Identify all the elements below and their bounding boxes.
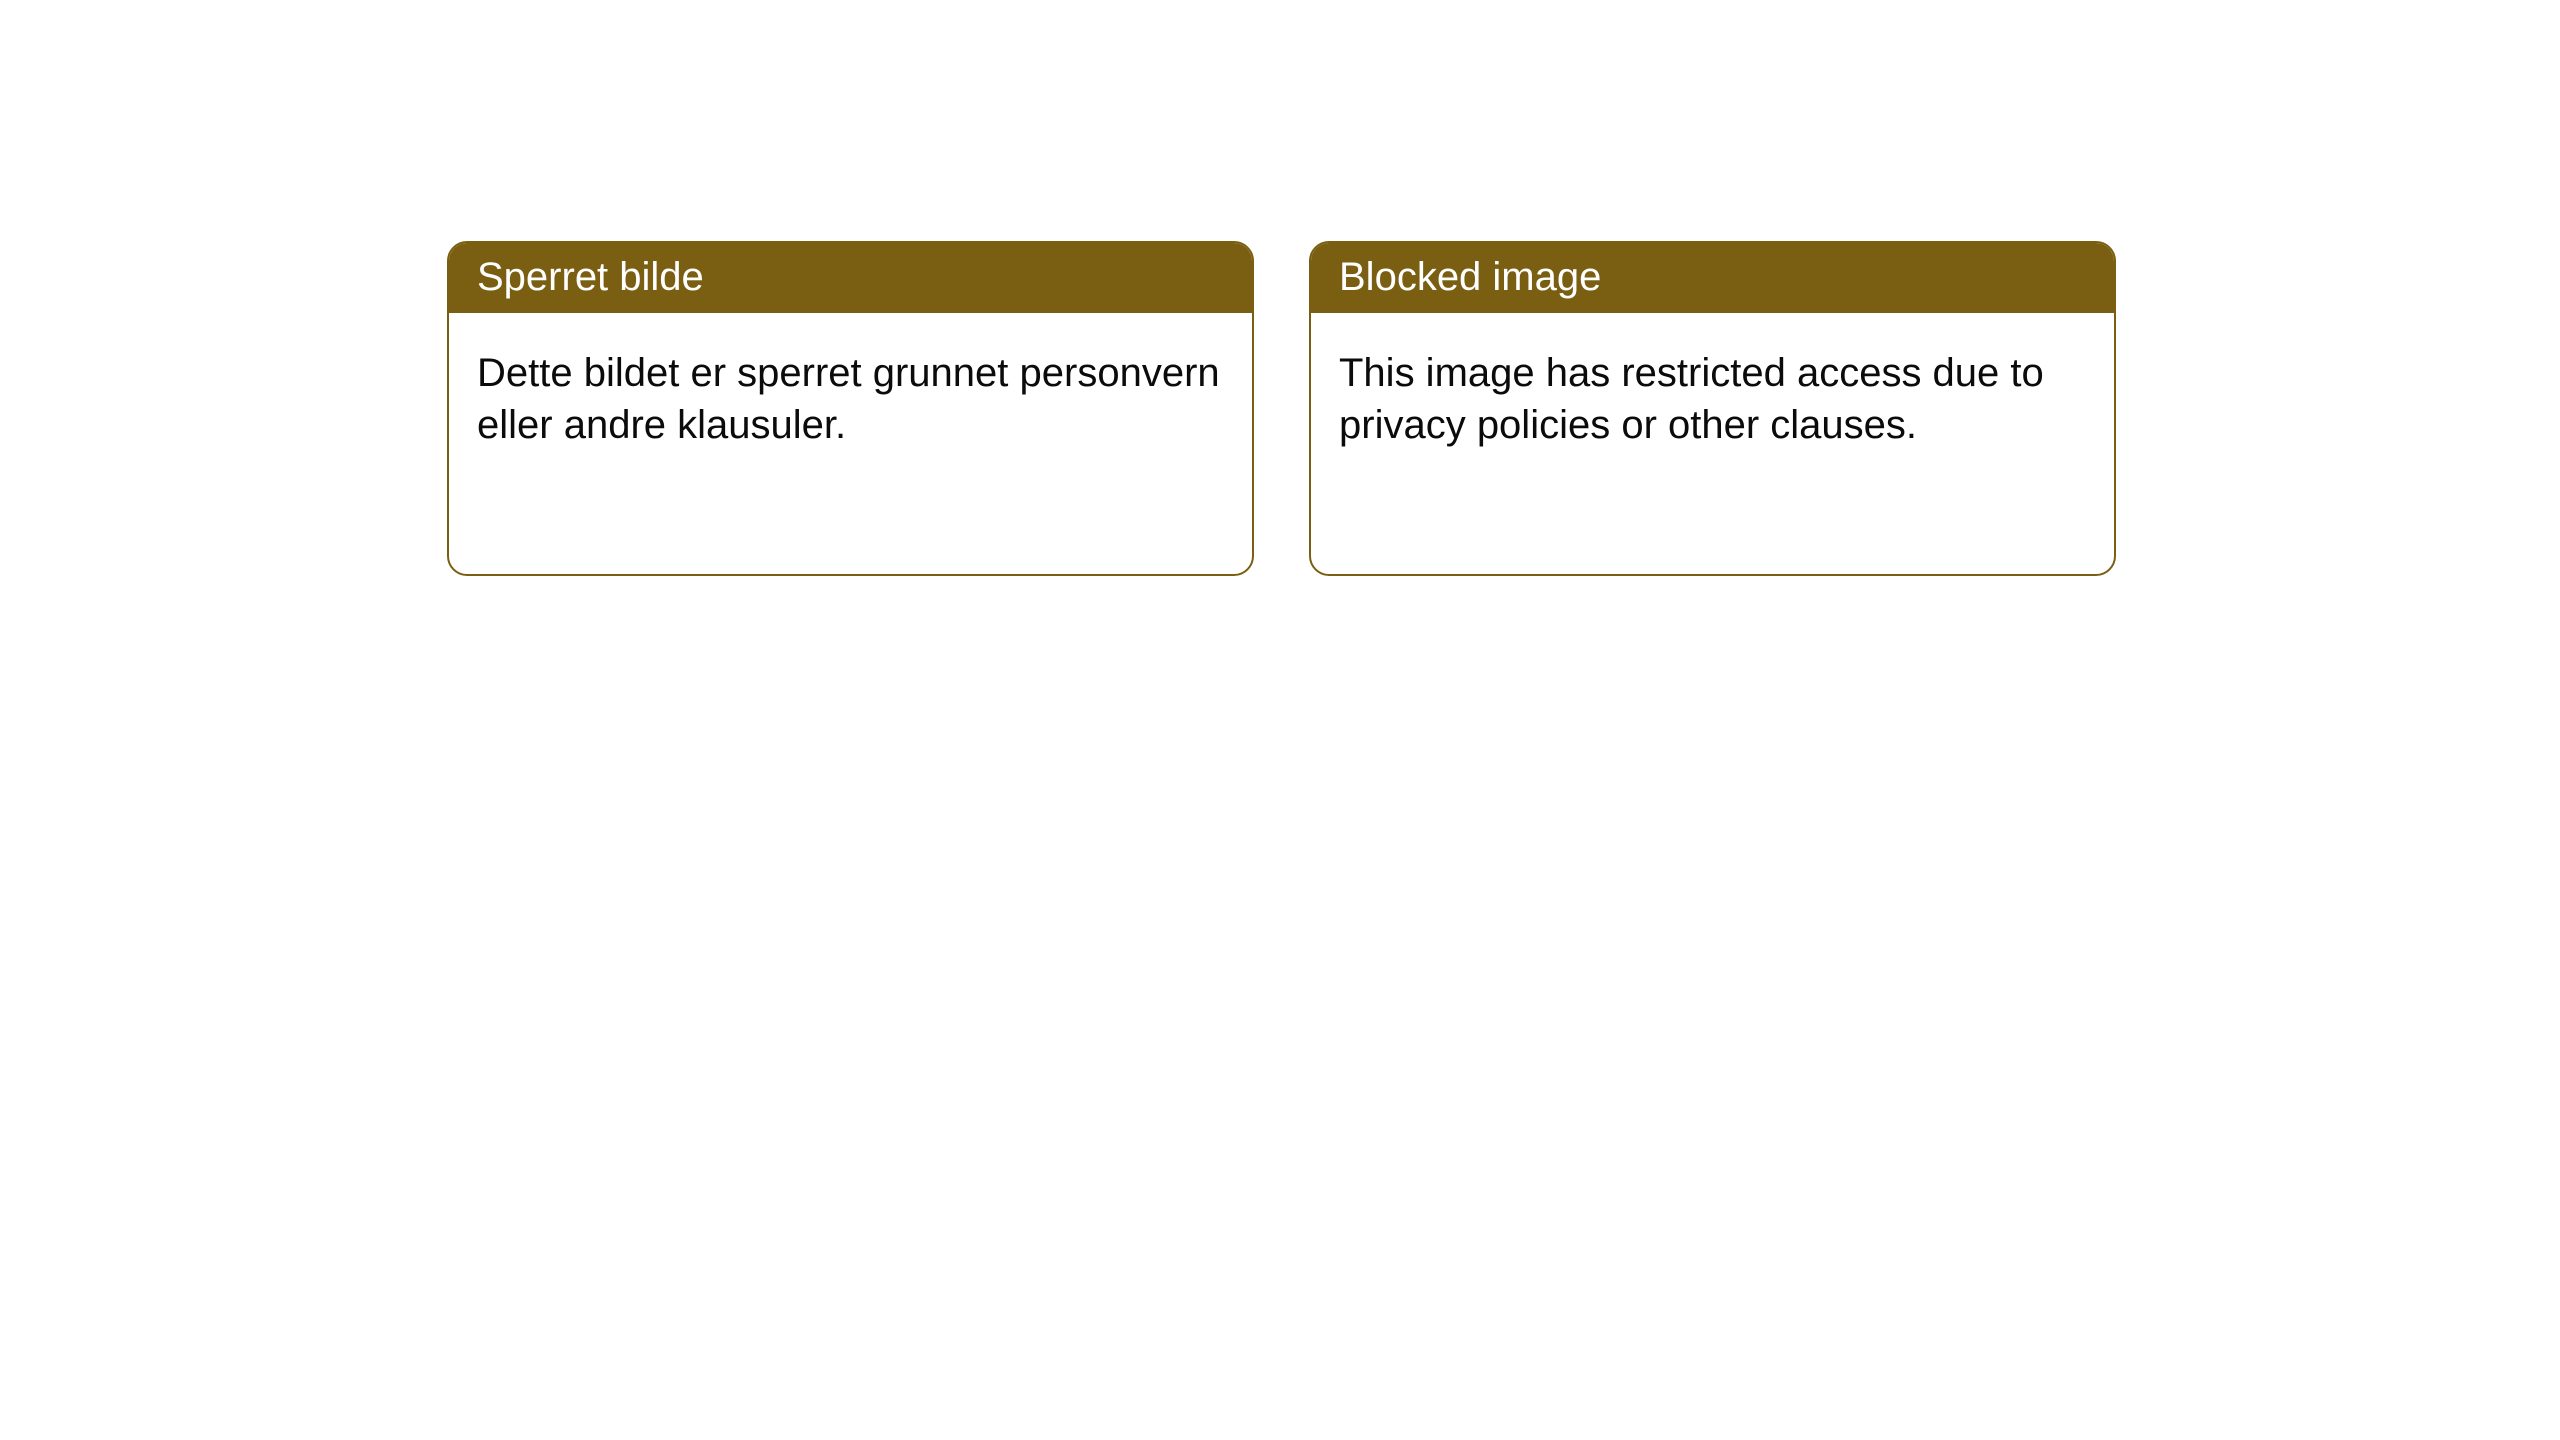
card-body: This image has restricted access due to … <box>1311 313 2114 479</box>
card-body: Dette bildet er sperret grunnet personve… <box>449 313 1252 479</box>
blocked-image-card-no: Sperret bilde Dette bildet er sperret gr… <box>447 241 1254 576</box>
card-header: Blocked image <box>1311 243 2114 313</box>
blocked-image-card-en: Blocked image This image has restricted … <box>1309 241 2116 576</box>
card-header: Sperret bilde <box>449 243 1252 313</box>
notice-container: Sperret bilde Dette bildet er sperret gr… <box>0 0 2560 576</box>
